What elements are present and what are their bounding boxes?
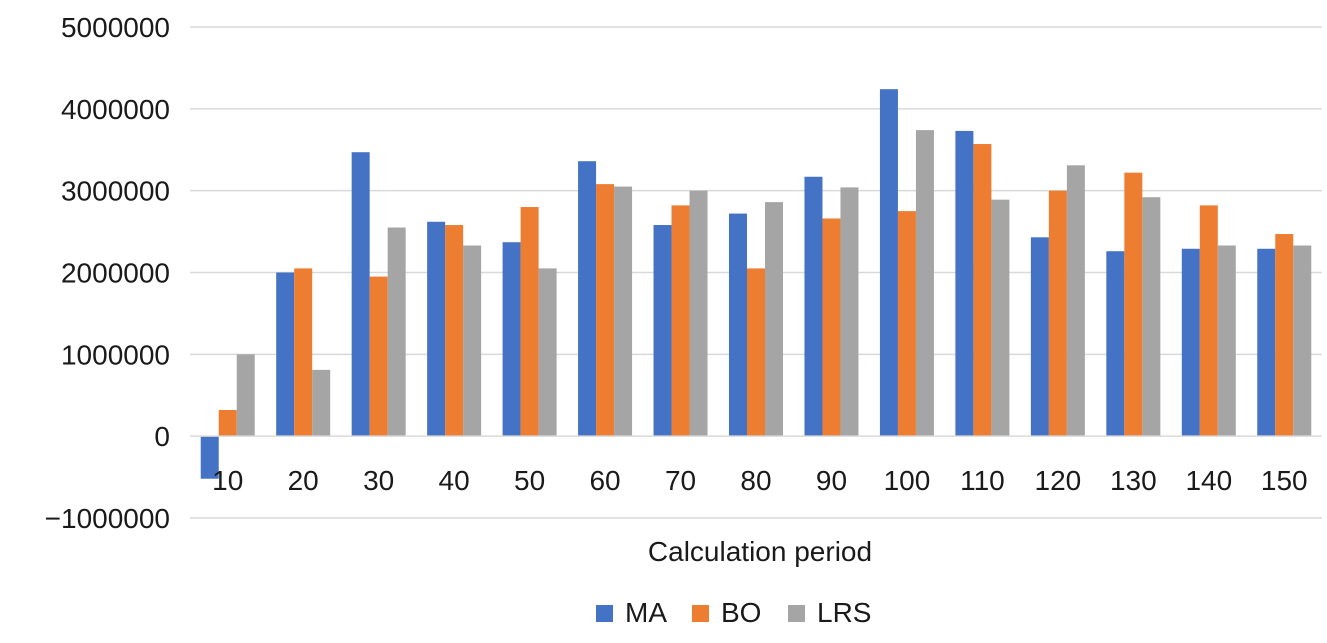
bar-lrs-30 [387, 227, 406, 437]
legend-label-ma: MA [625, 597, 667, 628]
bar-bo-80 [747, 268, 765, 437]
y-tick-label: 5000000 [61, 12, 170, 43]
bar-lrs-90 [840, 187, 859, 437]
bar-ma-110 [955, 130, 974, 437]
bar-bo-100 [897, 211, 916, 437]
x-tick-label: 70 [665, 465, 696, 496]
bar-ma-140 [1181, 248, 1200, 437]
x-axis-title: Calculation period [648, 536, 872, 567]
bar-bo-150 [1275, 234, 1294, 437]
bar-ma-70 [653, 225, 672, 437]
x-tick-label: 100 [884, 465, 931, 496]
x-tick-label: 60 [589, 465, 620, 496]
bar-ma-20 [276, 272, 295, 437]
bar-ma-50 [502, 242, 521, 437]
bar-lrs-150 [1293, 245, 1312, 437]
bar-bo-90 [822, 218, 841, 437]
bar-lrs-70 [689, 190, 708, 437]
x-tick-label: 20 [288, 465, 319, 496]
bar-lrs-80 [765, 202, 783, 437]
legend-swatch-ma [596, 605, 613, 622]
bar-bo-20 [294, 268, 313, 437]
bar-lrs-10 [236, 354, 255, 437]
x-tick-label: 50 [514, 465, 545, 496]
y-tick-label: 1000000 [61, 339, 170, 370]
bar-bo-110 [973, 144, 992, 437]
bar-bo-60 [596, 184, 615, 437]
bar-lrs-40 [463, 245, 482, 437]
bar-ma-10 [200, 436, 219, 479]
x-tick-label: 80 [740, 465, 771, 496]
x-tick-label: 150 [1261, 465, 1308, 496]
bar-bo-40 [445, 225, 464, 437]
x-tick-label: 90 [816, 465, 847, 496]
x-tick-label: 10 [212, 465, 243, 496]
x-axis-labels: 10 20 30 40 50 60 70 80 90 100 110 120 130 140 150 [212, 465, 1307, 496]
bar-lrs-140 [1217, 245, 1236, 437]
bar-ma-60 [578, 161, 597, 437]
bar-lrs-130 [1142, 197, 1161, 437]
bar-ma-80 [729, 213, 747, 437]
bar-bo-10 [218, 409, 237, 437]
bar-ma-130 [1106, 251, 1125, 437]
y-tick-label: 3000000 [61, 176, 170, 207]
bar-bo-140 [1199, 205, 1218, 437]
y-tick-label: 0 [154, 421, 170, 452]
bar-lrs-120 [1066, 165, 1085, 437]
bar-ma-30 [351, 152, 370, 437]
bar-lrs-110 [991, 199, 1010, 437]
bar-bo-30 [369, 276, 388, 437]
legend-swatch-bo [692, 605, 709, 622]
legend-label-bo: BO [721, 597, 761, 628]
x-tick-label: 120 [1035, 465, 1082, 496]
x-tick-label: 140 [1185, 465, 1232, 496]
legend: MA BO LRS [596, 597, 871, 628]
bar-bo-50 [520, 207, 539, 437]
bar-lrs-100 [915, 130, 934, 437]
bars [200, 89, 1312, 479]
bar-lrs-60 [614, 186, 633, 437]
y-axis-labels: −1000000 0 1000000 2000000 3000000 4000000 500… [45, 12, 170, 534]
bar-ma-100 [879, 89, 898, 437]
y-tick-label: 4000000 [61, 94, 170, 125]
bar-lrs-20 [312, 369, 331, 437]
x-tick-label: 110 [960, 465, 1005, 496]
bar-bo-130 [1124, 172, 1143, 437]
y-tick-label: −1000000 [45, 503, 170, 534]
bar-ma-90 [804, 176, 823, 437]
bar-ma-40 [427, 221, 446, 437]
y-tick-label: 2000000 [61, 258, 170, 289]
x-tick-label: 30 [363, 465, 394, 496]
bar-ma-150 [1257, 248, 1276, 437]
bar-bo-120 [1048, 190, 1067, 437]
bar-bo-70 [671, 205, 690, 437]
bar-ma-120 [1030, 237, 1049, 437]
bar-lrs-50 [538, 268, 557, 437]
x-tick-label: 130 [1110, 465, 1157, 496]
legend-swatch-lrs [788, 605, 805, 622]
x-tick-label: 40 [439, 465, 470, 496]
legend-label-lrs: LRS [817, 597, 871, 628]
